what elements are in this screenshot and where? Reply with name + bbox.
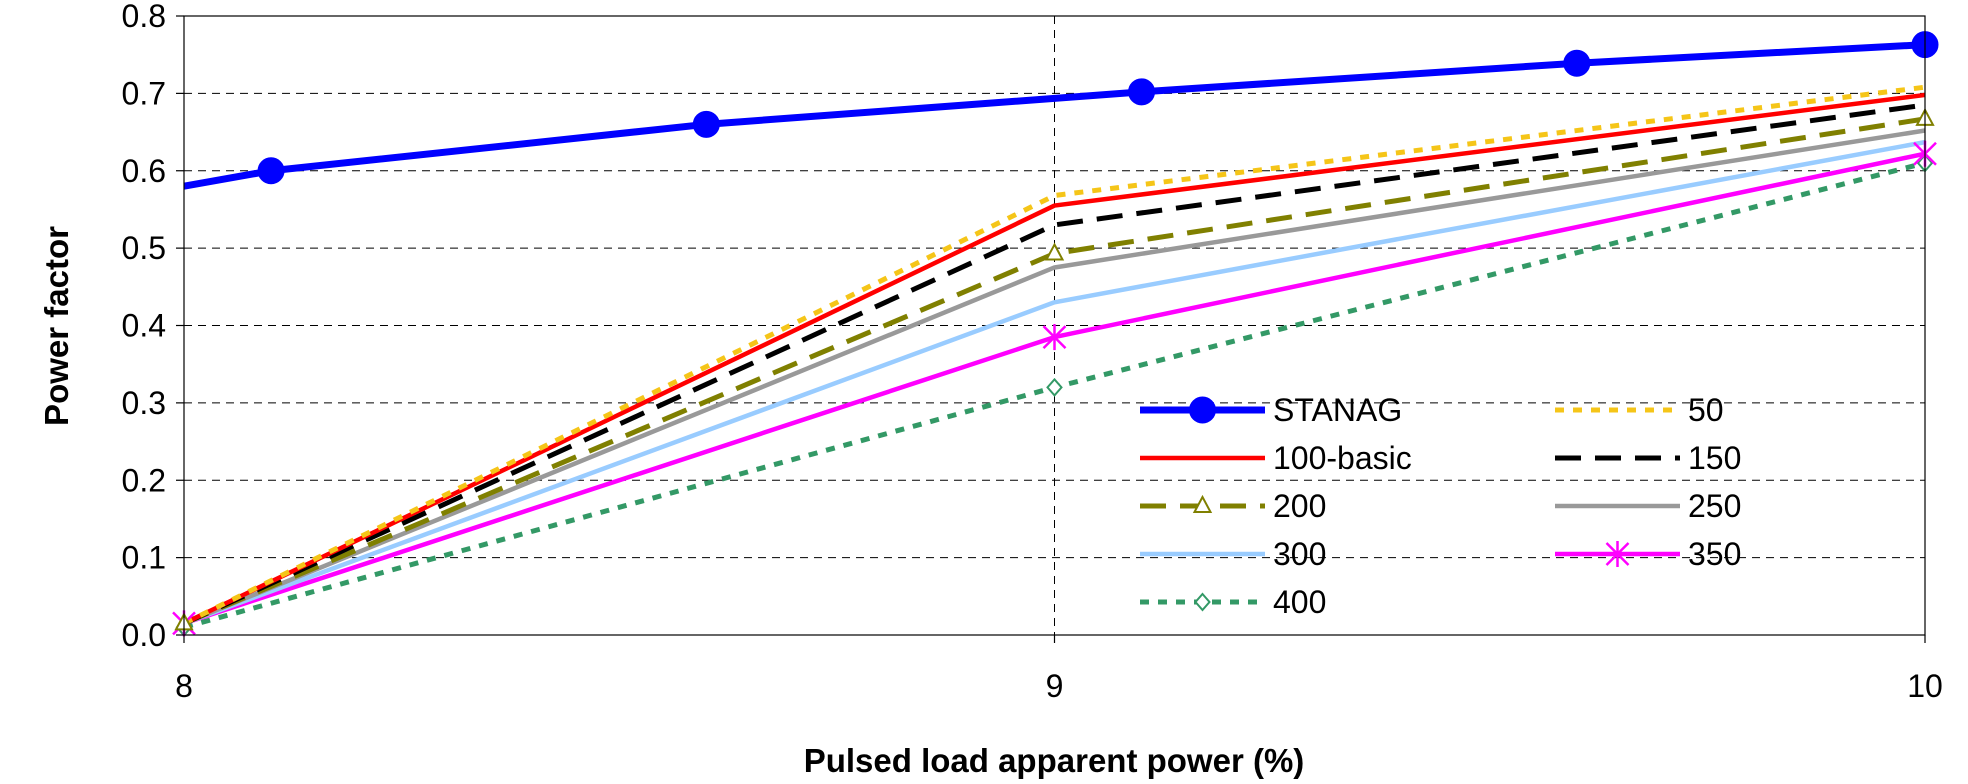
legend-item-50: 50: [1555, 392, 1724, 428]
series-line-50: [182, 84, 1926, 626]
legend-label: 200: [1273, 488, 1326, 524]
axis-ticks: 0.0 0.1 0.2 0.3 0.4 0.5 0.6 0.7 0.8 8 9 10: [122, 0, 1943, 704]
legend-label: 150: [1688, 440, 1741, 476]
y-tick-label: 0.4: [122, 308, 166, 344]
y-tick-label: 0.7: [122, 75, 166, 111]
legend-label: 400: [1273, 584, 1326, 620]
y-axis-title: Power factor: [38, 226, 75, 426]
legend-item-250: 250: [1555, 488, 1741, 524]
data-point-400: [1046, 377, 1063, 397]
legend-label: 100-basic: [1273, 440, 1412, 476]
y-tick-label: 0.8: [122, 0, 166, 34]
series-line-STANAG: [183, 41, 1926, 190]
legend-label: 300: [1273, 536, 1326, 572]
data-point-STANAG: [1563, 49, 1591, 77]
y-tick-label: 0.2: [122, 462, 166, 498]
legend-marker: [1194, 592, 1211, 612]
legend-item-350: 350: [1555, 536, 1741, 572]
data-point-350: [1042, 324, 1067, 351]
y-tick-label: 0.3: [122, 385, 166, 421]
y-tick-label: 0.6: [122, 153, 166, 189]
y-tick-label: 0.5: [122, 230, 166, 266]
y-tick-label: 0.0: [122, 617, 166, 653]
legend-marker: [1605, 541, 1630, 567]
x-tick-label: 10: [1907, 668, 1943, 704]
x-axis-title: Pulsed load apparent power (%): [804, 742, 1305, 779]
x-tick-label: 9: [1046, 668, 1064, 704]
series-line-300: [183, 139, 1926, 626]
legend-item-150: 150: [1555, 440, 1741, 476]
data-point-200: [1044, 242, 1065, 261]
legend-label: 50: [1688, 392, 1724, 428]
legend-label: STANAG: [1273, 392, 1402, 428]
legend-label: 350: [1688, 536, 1741, 572]
legend-item-300: 300: [1140, 536, 1326, 572]
series-line-150: [182, 102, 1926, 626]
data-point-STANAG: [257, 157, 285, 185]
legend-item-200: 200: [1140, 488, 1326, 524]
series-line-250: [183, 128, 1926, 626]
y-tick-label: 0.1: [122, 540, 166, 576]
legend-label: 250: [1688, 488, 1741, 524]
x-tick-label: 8: [175, 668, 193, 704]
legend-item-100-basic: 100-basic: [1140, 440, 1412, 476]
series-line-100-basic: [183, 92, 1926, 626]
data-point-STANAG: [1128, 78, 1156, 106]
legend-item-400: 400: [1140, 584, 1326, 620]
legend-marker: [1192, 494, 1213, 513]
legend: STANAG 50 100-basic 150 200 250 300 350 400: [1140, 392, 1741, 620]
legend-marker: [1189, 396, 1216, 424]
series-markers: [172, 31, 1939, 637]
legend-item-STANAG: STANAG: [1140, 392, 1402, 428]
data-point-STANAG: [692, 110, 720, 138]
